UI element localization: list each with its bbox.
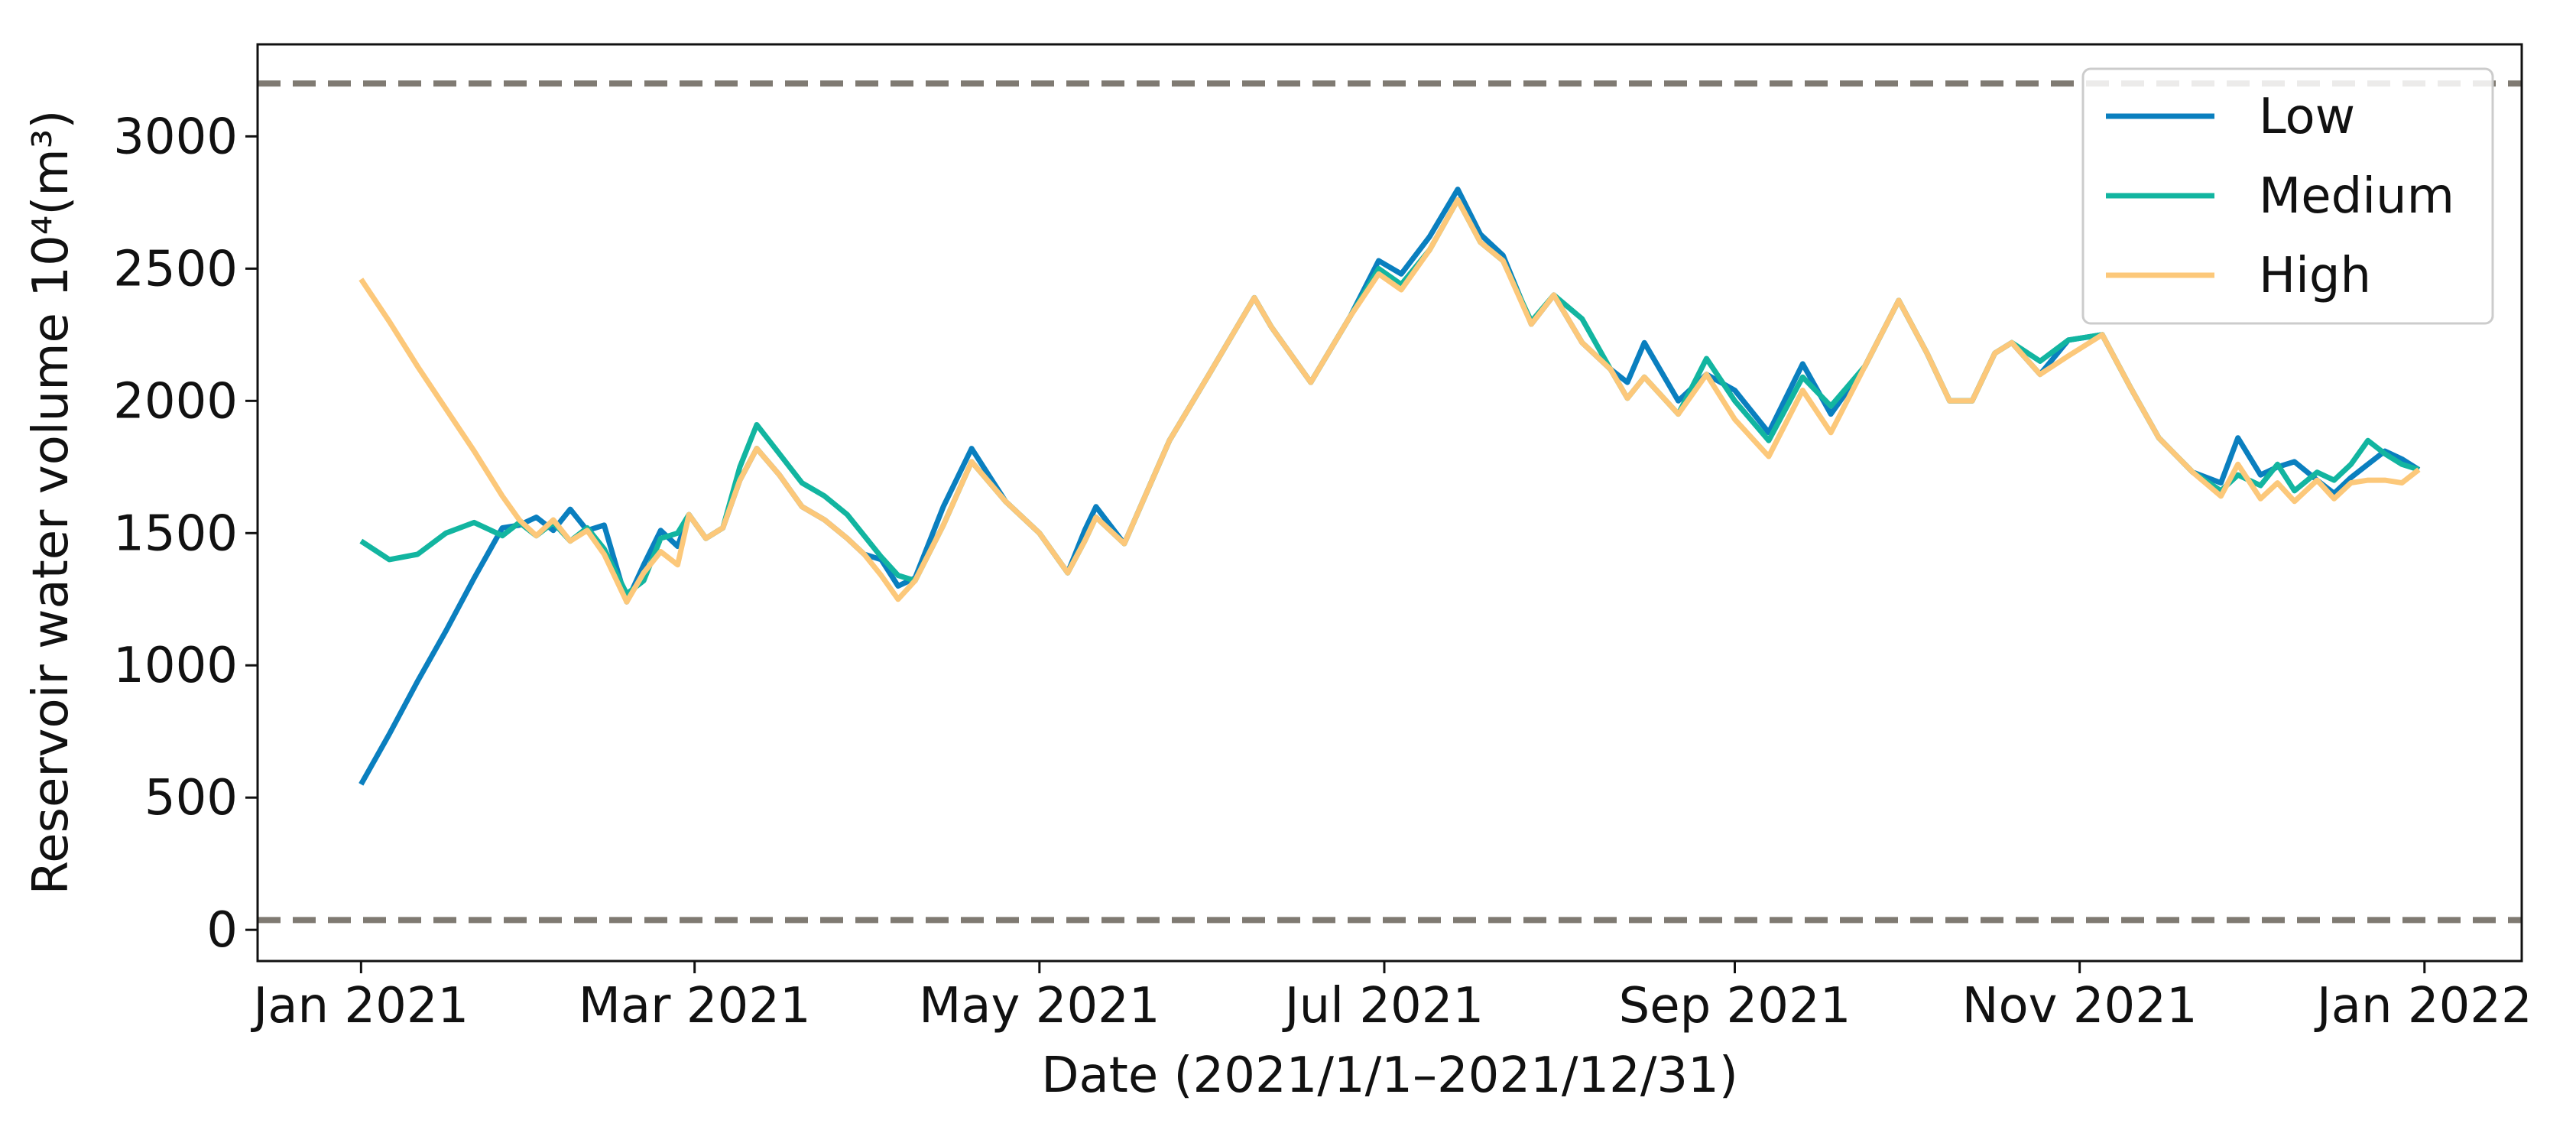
x-tick-label: Jan 2022 [2314,978,2532,1034]
y-tick-label: 2000 [113,373,238,430]
plot-frame [256,43,2523,963]
y-tick-label: 1500 [113,505,238,562]
x-tick-label: Nov 2021 [1962,978,2198,1034]
legend-label: Low [2259,89,2355,145]
series-line [358,196,2421,605]
y-tick-label: 1000 [113,638,238,694]
legend-box [2081,67,2494,325]
legend-label: High [2259,248,2371,304]
y-tick-label: 2500 [113,241,238,297]
legend-label: Medium [2259,168,2454,225]
y-tick-label: 3000 [113,109,238,165]
x-tick-label: Mar 2021 [579,978,811,1034]
x-axis-label: Date (2021/1/1–2021/12/31) [1041,1047,1738,1104]
x-tick-label: Sep 2021 [1619,978,1851,1034]
x-tick-label: May 2021 [919,978,1160,1034]
x-tick-label: Jan 2021 [250,978,469,1034]
x-tick-label: Jul 2021 [1282,978,1484,1034]
y-axis-label: Reservoir water volume 10⁴(m³) [23,110,79,895]
y-tick-label: 0 [206,902,238,959]
y-tick-label: 500 [144,770,238,826]
